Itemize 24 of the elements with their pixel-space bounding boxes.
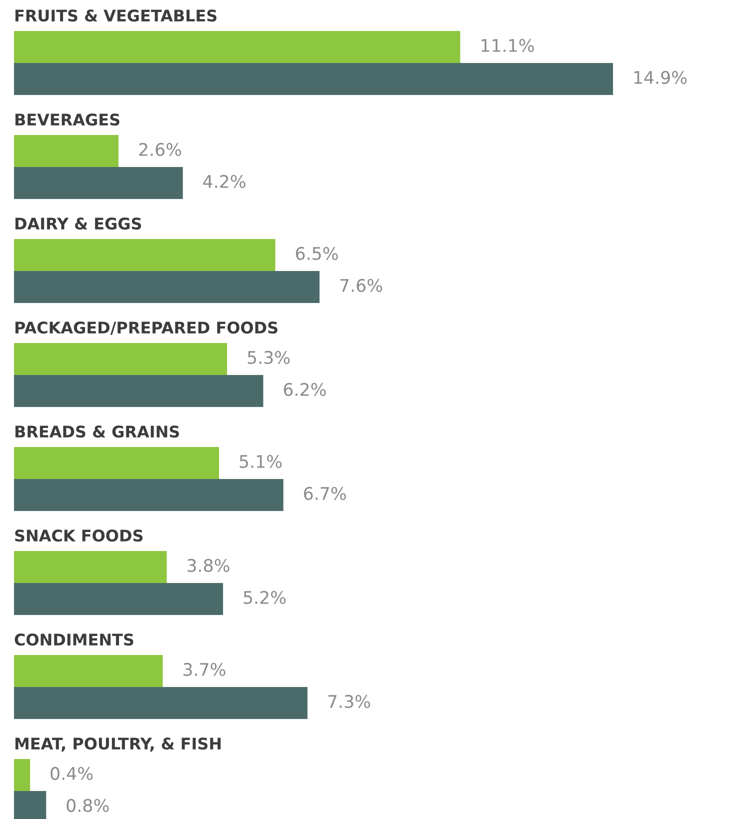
data-label: 0.8% [66,798,109,812]
data-label: 7.6% [340,278,382,292]
data-label: 4.2% [203,174,246,188]
data-label: 11.1% [482,38,534,52]
y-tick-label: CONDIMENTS [14,634,134,646]
data-label: 6.5% [296,246,338,260]
data-label: 14.9% [634,70,687,84]
y-tick-label: FRUITS & VEGETABLES [15,10,216,22]
y-tick-label: DAIRY & EGGS [15,218,142,230]
data-label: 0.4% [50,766,93,780]
y-tick-label: MEAT, POULTRY, & FISH [15,738,221,752]
y-tick-label: PACKAGED/PREPARED FOODS [15,322,278,335]
y-tick-label: SNACK FOODS [15,530,143,542]
data-label: 5.2% [244,590,286,604]
y-tick-label: BREADS & GRAINS [15,426,179,438]
data-label: 3.8% [188,558,230,572]
y-tick-label: BEVERAGES [15,114,120,126]
data-label: 6.7% [304,486,346,500]
data-label: 6.2% [284,382,326,396]
data-label: 2.6% [139,142,182,156]
data-label: 5.3% [248,350,290,364]
data-label: 5.1% [240,454,282,468]
data-label: 3.7% [184,662,226,676]
data-label: 7.3% [328,694,370,708]
